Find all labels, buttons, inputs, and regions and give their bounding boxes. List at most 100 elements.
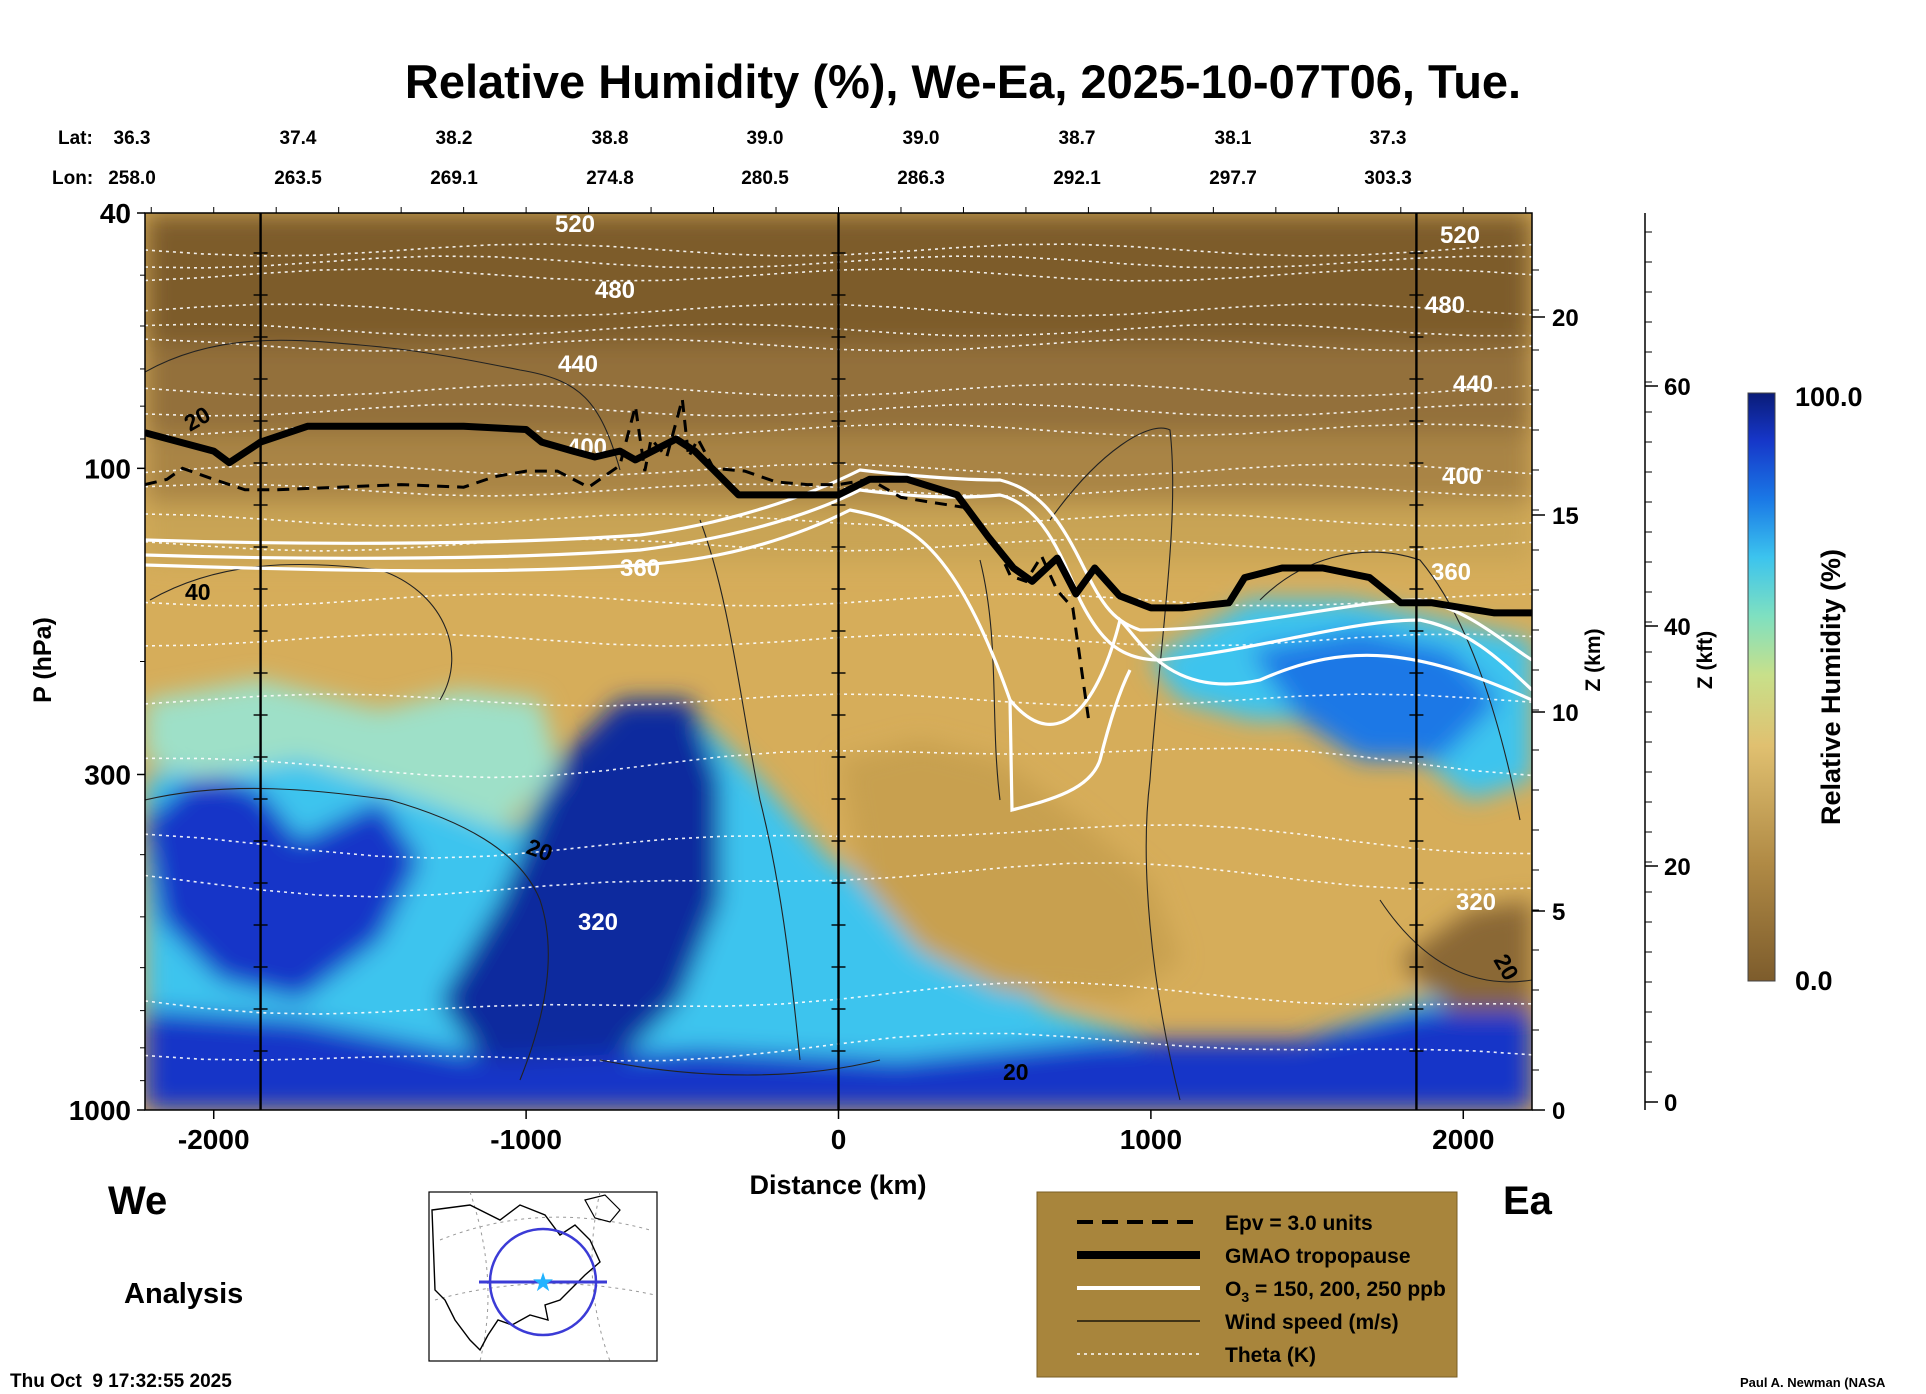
lat-value: 36.3 [114,128,151,149]
rh-moist-surface-band [145,1000,1532,1110]
lat-value: 38.8 [592,128,629,149]
distance-axis: -2000 -1000 0 1000 2000 [150,207,1527,1155]
wind-contour [979,559,1001,801]
ozone-contour [145,488,1532,692]
lon-value: 292.1 [1053,168,1101,189]
wind-label: 20 [1003,1059,1029,1085]
ozone-contour [145,468,1532,662]
z-km-tick-label: 15 [1552,503,1579,530]
theta-label: 520 [1440,222,1480,249]
legend-label-wind: Wind speed (m/s) [1225,1311,1399,1334]
wind-contour [145,787,549,1081]
theta-label: 440 [558,351,598,378]
star-icon: ★ [531,1268,554,1298]
locator-map-frame [428,1191,658,1362]
z-km-tick-label: 10 [1552,700,1579,727]
rh-moist-west-cells [145,770,420,1000]
theta-label: 320 [578,909,618,936]
wind-label: 40 [185,579,211,605]
lat-header: Lat: [58,128,93,149]
locator-map: ★ [428,1191,658,1362]
lon-value: 280.5 [741,168,789,189]
z-kft-axis-label: Z (kft) [1694,631,1717,689]
theta-label: 440 [1453,371,1493,398]
colorbar-label: Relative Humidity (%) [1816,549,1846,825]
y-tick-label: 300 [84,759,131,790]
theta-label: 480 [595,277,635,304]
lat-value: 38.7 [1059,128,1096,149]
x-tick-label: -1000 [490,1124,562,1155]
wind-contour [1379,899,1532,983]
colorbar-min-label: 0.0 [1795,966,1833,996]
lat-lon-labels: 36.3 37.4 38.2 38.8 39.0 39.0 38.7 38.1 37.3 258.… [108,128,1412,189]
epv-line [145,398,1090,719]
locator-map-coastline [431,1204,601,1352]
rh-dry-midtrop [840,740,1180,1000]
y-tick-label: 1000 [69,1095,131,1126]
y-tick-label: 100 [84,453,131,484]
legend-label-theta: Theta (K) [1225,1344,1316,1367]
z-km-axis-label: Z (km) [1582,629,1605,692]
x-tick-label: -2000 [178,1124,250,1155]
lon-value: 269.1 [430,168,478,189]
lat-value: 39.0 [747,128,784,149]
ozone-contour [1008,669,1132,813]
theta-label: 520 [555,211,595,238]
colorbar [1747,392,1776,982]
ozone-contour [145,508,1532,726]
analysis-label: Analysis [124,1278,243,1310]
lon-value: 274.8 [586,168,634,189]
west-end-label: We [108,1179,167,1223]
lat-value: 37.4 [280,128,317,149]
tropopause-line [145,422,1532,617]
timestamp: Thu Oct 9 17:32:55 2025 [10,1371,232,1392]
theta-label: 320 [1456,889,1496,916]
lat-value: 39.0 [903,128,940,149]
y-tick-label: 40 [100,198,131,229]
theta-label: 360 [1431,559,1471,586]
lat-value: 38.1 [1215,128,1252,149]
theta-label: 360 [620,555,660,582]
rh-moist-plume [440,700,720,1080]
rh-dry-east-low [1400,900,1532,1010]
pressure-axis: 40 100 300 1000 [69,198,145,1126]
theta-label: 400 [1442,463,1482,490]
z-kft-tick-label: 0 [1664,1090,1677,1117]
colorbar-max-label: 100.0 [1795,382,1863,412]
lon-value: 258.0 [108,168,156,189]
lon-value: 297.7 [1209,168,1257,189]
wind-contour [1049,427,1181,1101]
lat-value: 38.2 [436,128,473,149]
z-kft-tick-label: 20 [1664,854,1691,881]
z-kft-tick-label: 40 [1664,614,1691,641]
z-km-tick-label: 20 [1552,305,1579,332]
wind-contour [145,339,621,471]
x-tick-label: 2000 [1432,1124,1494,1155]
z-km-tick-label: 0 [1552,1098,1565,1125]
x-axis-label: Distance (km) [749,1170,926,1200]
rh-moist-mid-west [145,680,560,830]
east-end-label: Ea [1503,1179,1553,1223]
z-km-tick-label: 5 [1552,899,1565,926]
x-tick-label: 0 [831,1124,847,1155]
z-kft-axis: 0 20 40 60 [1644,213,1691,1117]
credit-label: Paul A. Newman (NASA [1740,1375,1886,1390]
lon-value: 263.5 [274,168,322,189]
legend-label-ozone: O3 = 150, 200, 250 ppb [1225,1278,1446,1305]
wind-contour [599,1059,881,1076]
chart-title: Relative Humidity (%), We-Ea, 2025-10-07… [405,55,1521,108]
x-tick-label: 1000 [1120,1124,1182,1155]
lon-value: 286.3 [897,168,945,189]
wind-contour [699,519,801,1061]
lat-value: 37.3 [1370,128,1407,149]
legend-label-tropopause: GMAO tropopause [1225,1245,1411,1268]
lon-header: Lon: [52,168,93,189]
legend-label-epv: Epv = 3.0 units [1225,1212,1373,1235]
lon-value: 303.3 [1364,168,1412,189]
z-kft-tick-label: 60 [1664,374,1691,401]
legend: Epv = 3.0 units GMAO tropopause O3 = 150, … [1077,1212,1446,1367]
y-axis-label: P (hPa) [29,617,57,703]
z-km-axis: 0 5 10 15 20 [1531,213,1579,1125]
